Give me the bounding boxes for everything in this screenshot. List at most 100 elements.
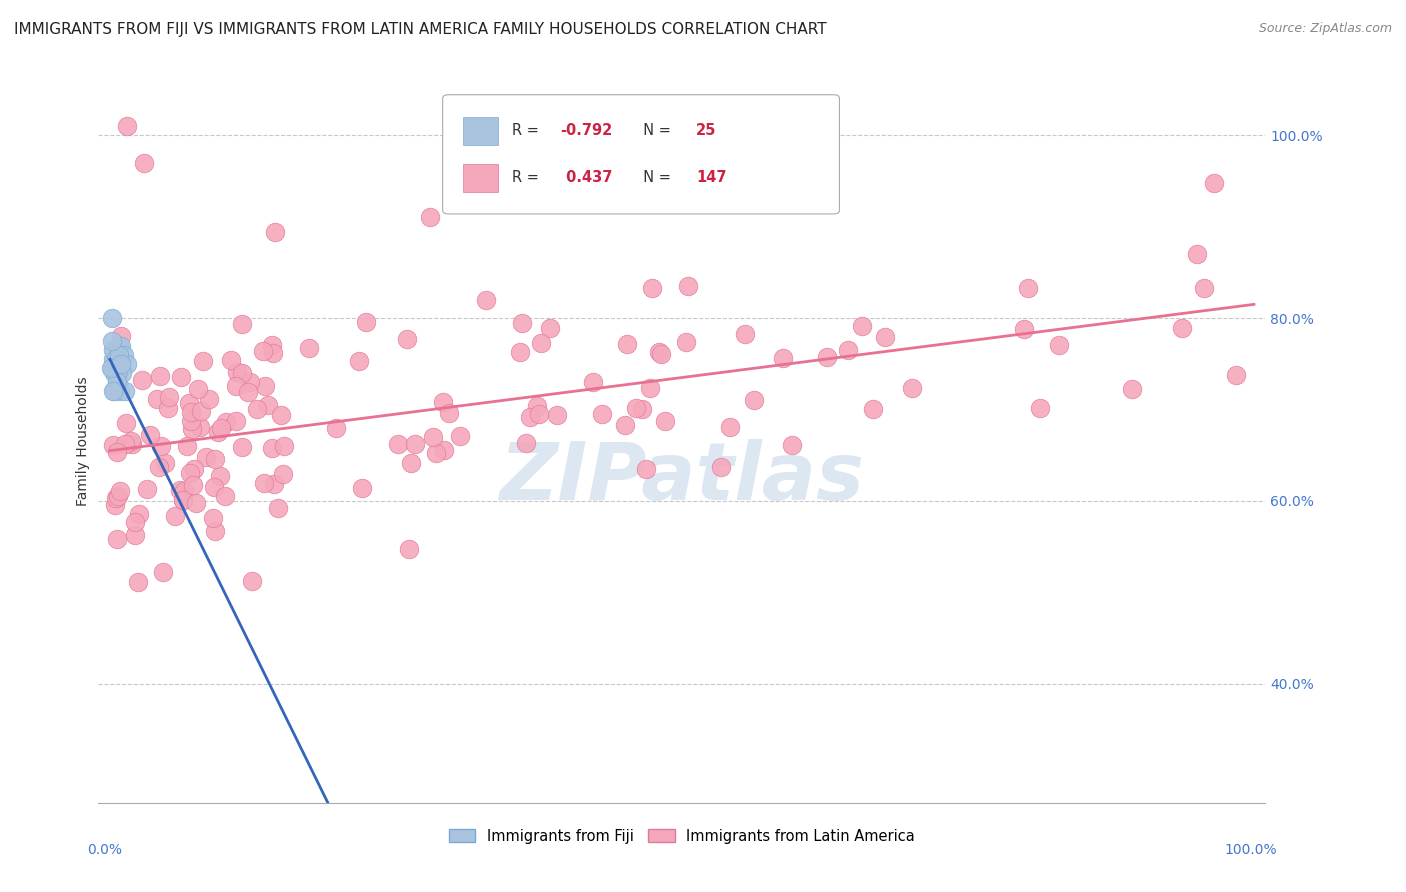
Point [169, 483, 191, 498]
Point [710, 459, 733, 474]
Point [875, 330, 897, 344]
Point [851, 318, 873, 333]
Point [104, 499, 127, 513]
Point [115, 119, 138, 133]
Point [433, 443, 456, 458]
Point [180, 405, 202, 419]
Point [240, 574, 263, 588]
Point [718, 420, 741, 434]
Point [148, 459, 170, 474]
Point [349, 354, 371, 368]
Point [103, 343, 125, 357]
Point [110, 483, 132, 498]
Text: IMMIGRANTS FROM FIJI VS IMMIGRANTS FROM LATIN AMERICA FAMILY HOUSEHOLDS CORRELAT: IMMIGRANTS FROM FIJI VS IMMIGRANTS FROM … [14, 22, 827, 37]
Point [184, 496, 207, 510]
Point [387, 437, 409, 451]
Point [636, 462, 658, 476]
Point [180, 414, 202, 428]
Point [270, 408, 292, 422]
Text: 147: 147 [696, 170, 727, 186]
Point [187, 382, 209, 396]
Point [616, 337, 638, 351]
Point [104, 352, 127, 367]
Point [1192, 281, 1215, 295]
Point [191, 354, 214, 368]
Point [239, 376, 262, 390]
Point [398, 542, 420, 557]
Point [110, 338, 132, 352]
Point [515, 436, 537, 450]
Point [591, 407, 613, 421]
Bar [463, 164, 498, 192]
Point [105, 375, 128, 389]
Point [115, 357, 138, 371]
Point [112, 348, 135, 362]
Point [273, 439, 295, 453]
Point [110, 329, 132, 343]
Point [198, 392, 221, 406]
Point [181, 422, 204, 436]
Text: ZIPatlas: ZIPatlas [499, 439, 865, 516]
Point [105, 366, 128, 380]
Point [815, 350, 838, 364]
Point [214, 489, 236, 503]
Point [108, 338, 131, 352]
Point [352, 481, 374, 495]
Point [134, 155, 156, 169]
Y-axis label: Family Households: Family Households [76, 376, 90, 507]
Point [202, 481, 225, 495]
Point [425, 446, 447, 460]
Point [546, 408, 568, 422]
Point [101, 334, 124, 348]
Point [103, 352, 125, 367]
Text: R =: R = [512, 123, 543, 138]
Point [231, 440, 253, 454]
Point [267, 501, 290, 516]
Point [209, 421, 232, 435]
Point [1029, 401, 1052, 415]
Point [131, 373, 153, 387]
Point [104, 348, 127, 362]
Point [111, 366, 134, 380]
Point [190, 404, 212, 418]
Point [183, 478, 205, 492]
Point [1121, 382, 1143, 396]
Point [172, 492, 194, 507]
Point [624, 401, 647, 415]
Text: 25: 25 [696, 123, 716, 138]
Text: 0.437: 0.437 [561, 170, 612, 186]
Point [1012, 322, 1035, 336]
Point [439, 406, 461, 420]
Point [582, 376, 605, 390]
Point [231, 366, 253, 380]
Point [837, 343, 859, 358]
Point [449, 429, 471, 443]
Point [138, 428, 160, 442]
Point [157, 391, 180, 405]
Point [114, 384, 136, 399]
Point [153, 456, 176, 470]
Point [101, 311, 124, 326]
Point [101, 361, 124, 376]
Point [204, 524, 226, 538]
Text: 100.0%: 100.0% [1225, 843, 1277, 856]
Point [127, 864, 149, 879]
Point [219, 352, 242, 367]
Point [640, 280, 662, 294]
Point [170, 370, 193, 384]
Point [526, 399, 548, 413]
Text: N =: N = [634, 170, 675, 186]
Point [150, 439, 173, 453]
Point [263, 476, 285, 491]
Point [124, 516, 146, 530]
Point [152, 565, 174, 579]
Bar [463, 117, 498, 145]
Point [136, 483, 159, 497]
Text: -0.792: -0.792 [561, 123, 613, 138]
Point [207, 425, 229, 439]
Point [114, 437, 136, 451]
Point [208, 468, 231, 483]
Point [225, 414, 247, 428]
Point [104, 491, 127, 505]
Point [204, 452, 226, 467]
